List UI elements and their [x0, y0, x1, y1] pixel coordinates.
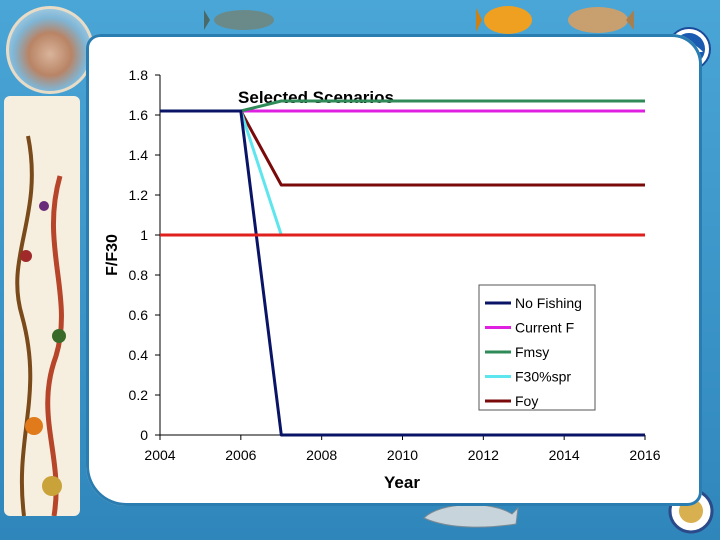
fish-illustration-2 [476, 6, 532, 34]
x-tick-label: 2014 [549, 447, 580, 463]
y-tick-label: 1.8 [129, 67, 149, 83]
y-tick-label: 1.6 [129, 107, 149, 123]
series-line-no-fishing [160, 109, 645, 437]
legend-box [478, 284, 596, 411]
x-tick-label: 2006 [225, 447, 256, 463]
x-tick-label: 2010 [387, 447, 418, 463]
y-axis-label: F/F30 [104, 234, 121, 276]
x-tick-label: 2016 [629, 447, 660, 463]
y-tick-label: 0.4 [129, 347, 149, 363]
y-tick-label: 1.4 [129, 147, 149, 163]
legend-entry: No Fishing [515, 295, 582, 311]
x-axis-label: Year [384, 473, 420, 492]
y-tick-label: 0.8 [129, 267, 149, 283]
dolphin-illustration [423, 504, 519, 528]
legend-entry: Current F [515, 320, 574, 336]
x-tick-label: 2008 [306, 447, 337, 463]
x-tick-label: 2012 [468, 447, 499, 463]
legend-entry: Foy [515, 393, 538, 409]
seaweed-illustration [15, 135, 66, 517]
series-line-foy [160, 109, 645, 187]
series-line-f30-spr [160, 109, 645, 237]
hands-fish-logo [6, 6, 94, 94]
y-tick-label: 1.2 [129, 187, 149, 203]
y-tick-label: 0.6 [129, 307, 149, 323]
y-tick-label: 0 [140, 427, 148, 443]
flounder-illustration [568, 7, 634, 33]
coral-decoration-strip [4, 96, 80, 517]
chart-title: Selected Scenarios [238, 88, 394, 107]
legend-entry: Fmsy [515, 344, 549, 360]
legend-entry: F30%spr [515, 369, 571, 385]
fish-illustration-1 [204, 10, 274, 30]
y-tick-label: 0.2 [129, 387, 149, 403]
y-tick-label: 1 [140, 227, 148, 243]
x-tick-label: 2004 [144, 447, 175, 463]
slide-panel [86, 34, 702, 506]
